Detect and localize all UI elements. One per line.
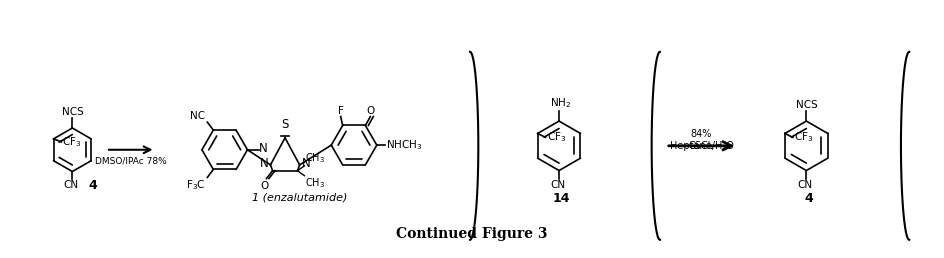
Text: 4: 4 (88, 180, 97, 192)
Text: Continued Figure 3: Continued Figure 3 (396, 227, 548, 241)
Text: NCS: NCS (797, 100, 818, 110)
Text: 1 (enzalutamide): 1 (enzalutamide) (251, 192, 347, 203)
Text: O: O (261, 181, 269, 190)
Text: 14: 14 (552, 192, 570, 205)
Text: CSCl₂: CSCl₂ (688, 141, 715, 151)
Text: N: N (301, 157, 311, 171)
Text: CN: CN (798, 180, 813, 190)
Text: N: N (259, 142, 268, 155)
Text: CF$_3$: CF$_3$ (547, 131, 565, 144)
Text: 4: 4 (804, 192, 813, 205)
Text: NHCH$_3$: NHCH$_3$ (386, 138, 422, 152)
Text: S: S (281, 118, 289, 131)
Text: NH$_2$: NH$_2$ (550, 96, 572, 110)
Text: CN: CN (64, 180, 79, 190)
Text: F: F (338, 106, 344, 116)
Text: NC: NC (191, 111, 206, 121)
Text: NCS: NCS (62, 107, 84, 117)
Text: CF$_3$: CF$_3$ (794, 131, 813, 144)
Text: N: N (260, 157, 268, 171)
Text: CF$_3$: CF$_3$ (62, 135, 82, 149)
Text: Heptane/H₂O: Heptane/H₂O (669, 141, 733, 151)
Text: DMSO/IPAc 78%: DMSO/IPAc 78% (94, 157, 166, 166)
Text: F$_3$C: F$_3$C (186, 178, 206, 192)
Text: O: O (366, 106, 375, 116)
Text: CN: CN (550, 180, 565, 190)
Text: 84%: 84% (691, 129, 712, 139)
Text: CH$_3$: CH$_3$ (306, 177, 326, 190)
Text: CH$_3$: CH$_3$ (306, 151, 326, 165)
